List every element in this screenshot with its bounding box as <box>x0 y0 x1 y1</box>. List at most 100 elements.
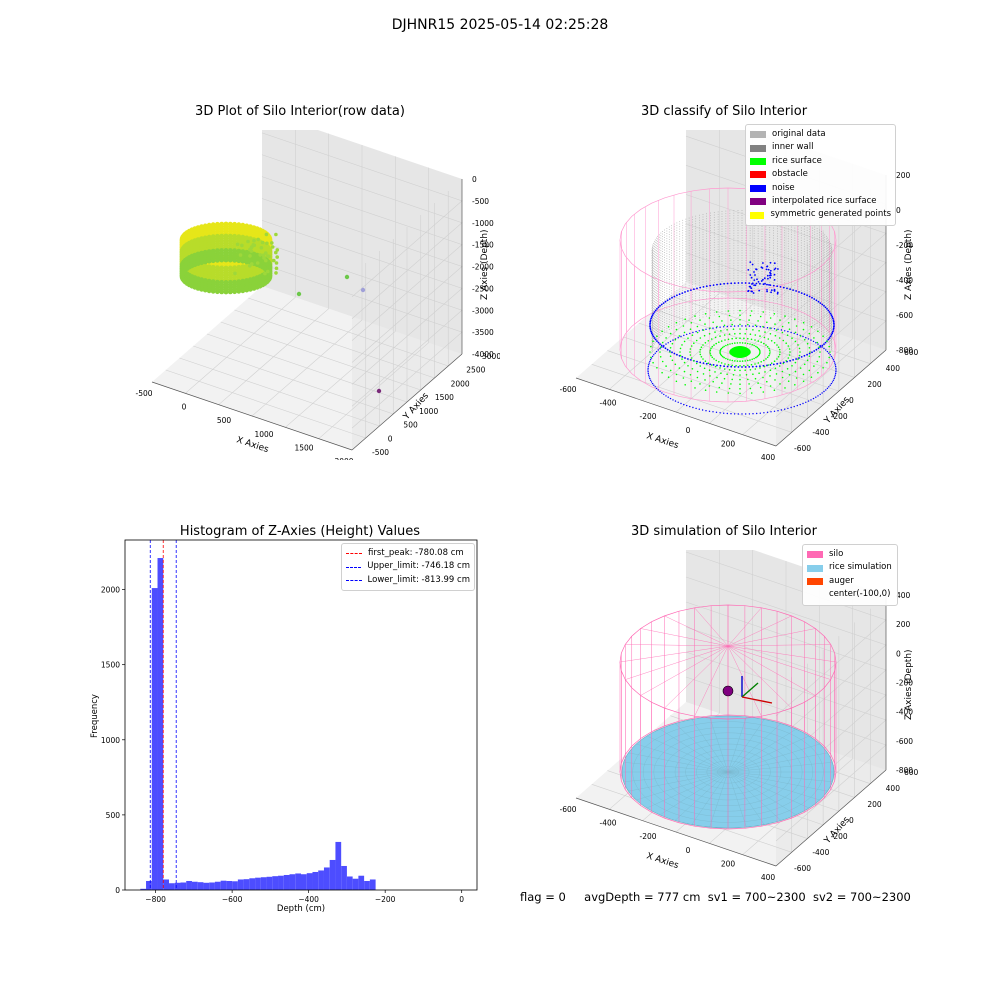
rice-surface-point <box>802 380 805 383</box>
histogram-bar <box>255 877 261 890</box>
noise-point <box>768 284 770 286</box>
rice-mesh-spoke <box>727 719 765 773</box>
rice-surface-point <box>781 370 784 373</box>
rice-surface-point <box>744 342 746 344</box>
noise-point <box>832 359 835 361</box>
rice-surface-point <box>724 339 726 341</box>
auger-marker <box>722 685 734 697</box>
noise-point <box>823 305 825 307</box>
rice-surface-point <box>699 337 702 339</box>
noise-point <box>654 386 656 388</box>
grid-line <box>193 345 394 415</box>
rice-surface-point <box>754 377 757 380</box>
rice-surface-point <box>671 359 674 362</box>
rice-surface-point <box>699 353 702 356</box>
rice-surface-point <box>716 325 718 328</box>
simulation-x-axis-label: X Axies <box>645 851 680 871</box>
tick-label: 0 <box>686 426 691 435</box>
grid-line <box>623 336 824 406</box>
rice-surface-point <box>729 359 731 361</box>
noise-point <box>692 331 694 334</box>
rice-surface-point <box>817 371 819 374</box>
tick-label: -500 <box>472 197 489 206</box>
rice-surface-point <box>770 340 773 342</box>
raw-point <box>255 261 260 265</box>
noise-point <box>673 295 676 298</box>
noise-point <box>692 406 694 409</box>
rice-surface-point <box>750 338 753 341</box>
noise-point <box>663 344 665 347</box>
noise-point <box>730 282 733 285</box>
raw-outlier-point <box>344 274 350 280</box>
rice-surface-point <box>749 314 752 317</box>
noise-point <box>769 261 772 264</box>
rice-surface-point <box>721 320 723 322</box>
noise-point <box>708 410 711 412</box>
noise-point <box>757 281 760 283</box>
noise-point <box>807 338 810 340</box>
tick-label: 0 <box>849 396 854 405</box>
rice-surface-point <box>682 377 685 379</box>
raw-point <box>236 288 242 294</box>
noise-point <box>759 365 761 368</box>
rice-surface-point <box>702 329 705 331</box>
rice-surface-point <box>652 340 654 343</box>
rice-surface-point <box>757 347 760 350</box>
rice-mesh-spoke <box>691 719 729 773</box>
noise-point <box>790 331 792 334</box>
rice-surface-point <box>650 356 652 359</box>
noise-point <box>773 273 776 276</box>
noise-point <box>651 314 654 317</box>
rice-surface-point <box>755 356 757 359</box>
noise-point <box>705 285 708 288</box>
noise-point <box>803 293 806 296</box>
silo-roof-line <box>727 644 831 647</box>
rice-surface-point <box>802 373 805 376</box>
noise-point <box>671 351 673 354</box>
grid-line <box>248 297 449 367</box>
silo-roof-line <box>727 607 762 647</box>
raw-point <box>223 289 229 295</box>
rice-surface-point <box>689 374 692 376</box>
tick-label: -400 <box>599 819 616 828</box>
noise-point <box>830 314 833 317</box>
noise-point <box>817 343 819 345</box>
y-tick-label: 1500 <box>101 661 120 670</box>
y-axis-line <box>775 349 887 447</box>
rice-surface-point <box>777 346 780 349</box>
noise-point <box>776 292 779 295</box>
noise-point <box>808 352 811 355</box>
rice-mesh-spoke <box>623 771 729 782</box>
rice-surface-point <box>725 357 727 360</box>
rice-surface-point <box>808 355 811 358</box>
noise-point <box>831 315 834 318</box>
rice-mesh-spoke <box>628 752 729 773</box>
noise-point <box>655 387 658 390</box>
rice-surface-point <box>667 326 670 328</box>
rice-surface-point <box>699 348 702 351</box>
rice-mesh-spoke <box>727 771 765 825</box>
noise-point <box>651 382 654 385</box>
simulation-3d-plot: -600-400-2000200400-600-400-200020040060… <box>560 550 919 880</box>
tick-label: 600 <box>904 348 919 357</box>
noise-point <box>686 333 688 336</box>
noise-point <box>805 401 807 403</box>
raw-point <box>248 254 252 258</box>
rice-surface-point <box>759 386 762 389</box>
rice-mesh-spoke <box>691 771 729 825</box>
noise-point <box>690 289 692 291</box>
noise-point <box>772 363 775 366</box>
noise-point <box>815 396 817 398</box>
rice-surface-point <box>675 328 678 331</box>
histogram-bar <box>358 875 365 890</box>
noise-point <box>832 320 835 323</box>
rice-surface-point <box>754 339 756 341</box>
rice-surface-point <box>711 356 714 359</box>
tick-label: -3500 <box>472 328 494 337</box>
noise-point <box>666 348 669 351</box>
rice-surface-point <box>732 328 735 331</box>
tick-label: 1000 <box>254 430 273 439</box>
raw-point <box>223 257 229 263</box>
noise-point <box>755 268 758 271</box>
rice-surface-point <box>763 336 766 339</box>
